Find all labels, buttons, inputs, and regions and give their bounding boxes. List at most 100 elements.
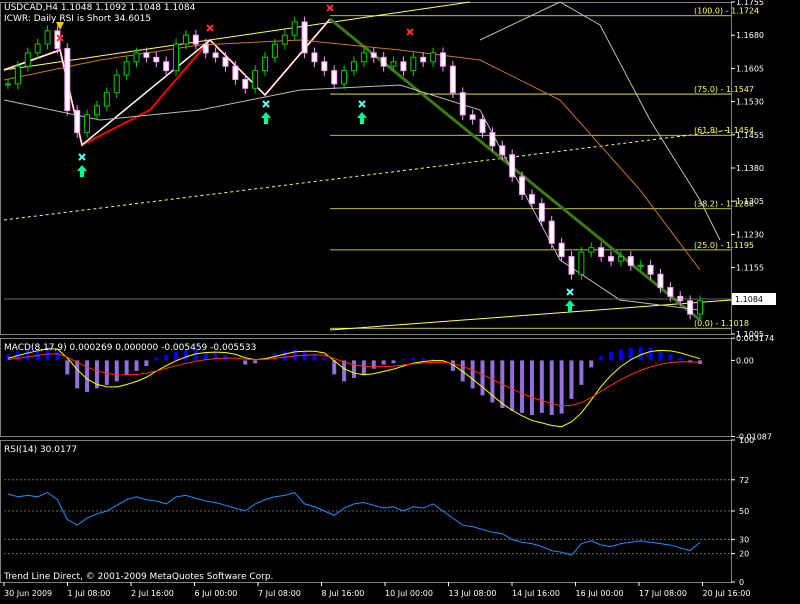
- macd-bar: [609, 352, 614, 361]
- y-tick-label: 1.1680: [736, 31, 764, 40]
- candle-body: [321, 61, 328, 72]
- macd-signal-red: [7, 353, 701, 407]
- macd-bar: [401, 359, 406, 361]
- macd-bar: [15, 352, 20, 361]
- macd-bar: [391, 360, 396, 364]
- y-tick-label: 1.1230: [736, 230, 764, 239]
- macd-bar: [648, 347, 653, 361]
- fib-level-label: (75.0) - 1.1547: [694, 85, 754, 94]
- candle-body: [242, 78, 249, 89]
- y-tick-label: 1.1380: [736, 164, 764, 173]
- macd-bar: [510, 360, 515, 411]
- macd-bar: [589, 360, 594, 368]
- cross-red-icon: [56, 34, 64, 42]
- macd-bar: [411, 357, 416, 361]
- macd-bar: [678, 357, 683, 361]
- trend-line-lower: [329, 299, 732, 331]
- candle-body: [222, 56, 229, 67]
- macd-bar: [342, 360, 347, 382]
- macd-bar: [94, 360, 99, 389]
- band-lower: [3, 84, 701, 311]
- candle-body: [301, 21, 308, 54]
- candle-body: [509, 154, 516, 178]
- candle-body: [459, 92, 466, 116]
- candle-body: [568, 256, 575, 275]
- down-arrow-icon: [56, 22, 64, 30]
- fib-level-label: (61.8) - 1.1454: [694, 126, 754, 135]
- macd-bar: [539, 360, 544, 413]
- candle-body: [133, 52, 140, 63]
- macd-bar: [124, 360, 129, 375]
- candle-body: [647, 264, 654, 275]
- macd-bar: [203, 352, 208, 361]
- candle-body: [697, 300, 703, 315]
- macd-bar: [450, 360, 455, 371]
- x-tick-label: 17 Jul 08:00: [639, 589, 687, 598]
- cross-red-icon: [206, 24, 214, 32]
- macd-bar: [183, 350, 188, 361]
- macd-bar: [35, 349, 40, 361]
- y-tick-label: 1.1455: [736, 131, 764, 140]
- up-arrow-icon: [357, 112, 367, 124]
- candle-body: [24, 52, 31, 67]
- current-price-label: 1.1084: [735, 295, 763, 304]
- macd-bar: [332, 360, 337, 375]
- up-arrow-icon: [565, 300, 575, 312]
- fib-level-label: (25.0) - 1.1195: [694, 241, 754, 250]
- cross-cyan-icon: [78, 153, 86, 161]
- candle-body: [341, 70, 348, 85]
- candle-body: [331, 70, 338, 85]
- band-upper: [479, 1, 721, 241]
- macd-bar: [460, 360, 465, 382]
- candle-body: [64, 47, 71, 111]
- candle-body: [252, 70, 259, 89]
- trend-line-dashed: [3, 129, 732, 221]
- macd-y-tick-label: -0.01087: [736, 432, 772, 441]
- candle-body: [548, 220, 555, 244]
- candle-body: [499, 145, 506, 156]
- x-tick-label: 8 Jul 16:00: [322, 589, 365, 598]
- candle-body: [528, 194, 535, 204]
- macd-bar: [352, 360, 356, 378]
- candle-body: [430, 52, 437, 63]
- rsi-y-tick-label: 72: [739, 476, 749, 485]
- macd-bar: [154, 357, 159, 361]
- macd-bar: [193, 349, 198, 361]
- x-tick-label: 16 Jul 00:00: [576, 589, 624, 598]
- macd-bar: [25, 349, 30, 361]
- candle-body: [617, 256, 624, 262]
- candle-body: [637, 264, 644, 267]
- macd-bar: [282, 351, 287, 361]
- cross-red-icon: [406, 28, 414, 36]
- candle-body: [687, 300, 694, 315]
- candle-body: [153, 56, 160, 63]
- macd-bar: [618, 349, 623, 361]
- macd-y-tick-label: 0.00: [736, 356, 754, 365]
- cross-cyan-icon: [566, 288, 574, 296]
- macd-bar: [520, 360, 525, 413]
- candle-body: [390, 61, 397, 67]
- y-tick-label: 1.1530: [736, 98, 764, 107]
- candle-body: [479, 118, 486, 134]
- macd-bar: [658, 350, 663, 361]
- candle-body: [163, 61, 170, 72]
- macd-bar: [144, 360, 149, 366]
- macd-bar: [75, 360, 80, 389]
- copyright-footer: Trend Line Direct, © 2001-2009 MetaQuote…: [3, 572, 273, 582]
- rsi-line: [7, 491, 701, 556]
- candle-body: [588, 247, 595, 253]
- rsi-y-tick-label: 100: [739, 436, 754, 445]
- macd-title: MACD(8,17,9) 0.000269 0.000000 -0.005459…: [4, 343, 256, 353]
- candle-body: [271, 43, 278, 58]
- candle-body: [14, 65, 21, 85]
- macd-bar: [381, 360, 386, 365]
- candle-body: [212, 52, 219, 58]
- candle-body: [489, 132, 496, 147]
- macd-bar: [104, 360, 109, 385]
- macd-bar: [302, 352, 307, 361]
- candle-body: [657, 273, 664, 289]
- candle-body: [202, 43, 209, 54]
- macd-bar: [569, 360, 574, 399]
- macd-bar: [85, 360, 90, 392]
- macd-bar: [174, 352, 179, 361]
